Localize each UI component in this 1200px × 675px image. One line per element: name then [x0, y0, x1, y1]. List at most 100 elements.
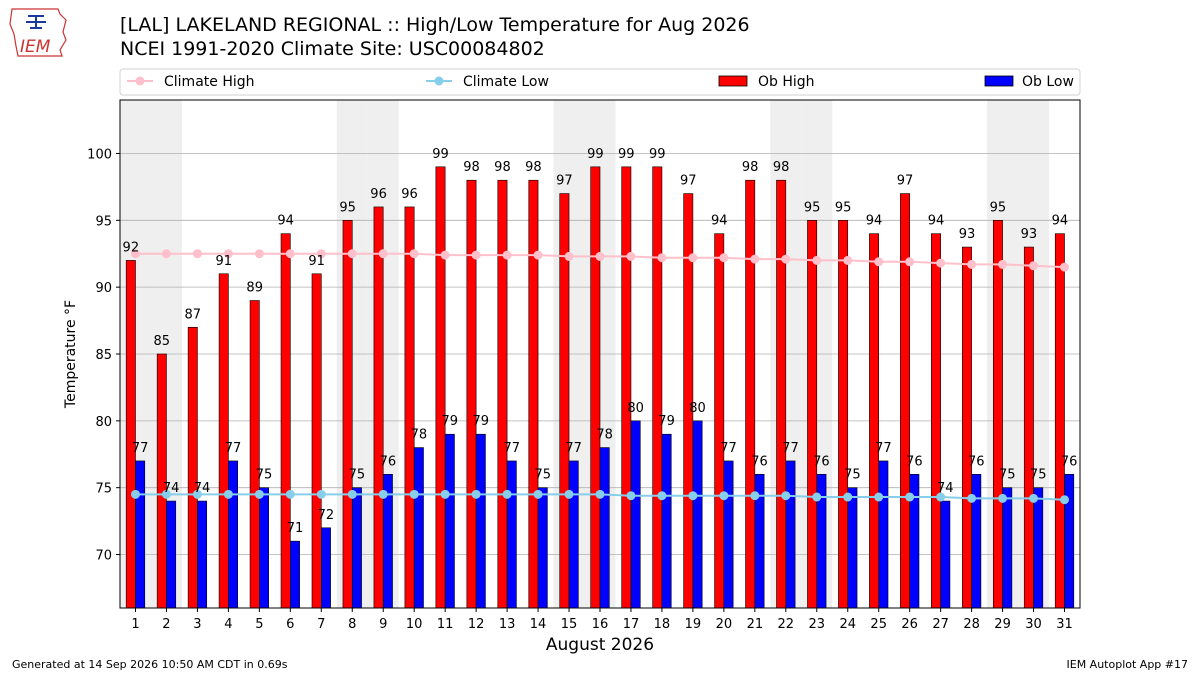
y-tick-label-95: 95	[95, 214, 112, 229]
x-tick-label-9: 9	[379, 617, 387, 632]
x-tick-label-4: 4	[224, 617, 232, 632]
legend-frame	[119, 68, 1081, 96]
ob-low-bar-day-29	[1002, 487, 1013, 609]
ob-high-bar-day-27	[931, 233, 941, 609]
ob-high-bar-day-12	[466, 179, 477, 609]
legend-swatch-ob-low	[984, 75, 1014, 87]
climate-high-point-day-16	[595, 251, 605, 261]
legend-item-climate-low: Climate Low	[426, 74, 549, 90]
y-tick-label-85: 85	[95, 348, 112, 363]
ob-low-bar-day-8	[351, 487, 362, 609]
climate-high-point-day-4	[223, 249, 233, 259]
ob-low-label-day-27: 74	[937, 481, 954, 496]
ob-low-label-day-28: 76	[968, 454, 985, 469]
climate-low-point-day-13	[502, 489, 512, 499]
ob-high-bar-day-22	[776, 179, 787, 609]
climate-high-point-day-7	[316, 249, 326, 259]
climate-high-point-day-1	[130, 249, 140, 259]
climate-low-point-day-12	[471, 489, 481, 499]
ob-high-bar-day-18	[652, 166, 663, 609]
ob-low-bar-day-31	[1064, 474, 1075, 609]
ob-high-label-day-11: 99	[432, 147, 449, 162]
ob-high-bar-day-5	[249, 300, 260, 609]
ob-low-bar-day-20	[723, 460, 734, 609]
ob-high-bar-day-29	[992, 220, 1003, 609]
ob-low-label-day-9: 76	[380, 454, 397, 469]
ob-low-bar-day-12	[475, 433, 486, 609]
climate-low-point-day-27	[936, 492, 946, 502]
ob-low-bar-day-11	[444, 433, 455, 609]
ob-high-label-day-18: 99	[649, 147, 666, 162]
ob-low-label-day-10: 78	[411, 428, 428, 443]
ob-low-label-day-7: 72	[318, 508, 335, 523]
climate-high-point-day-14	[533, 250, 543, 260]
climate-low-point-day-25	[874, 492, 884, 502]
app-id: IEM Autoplot App #17	[1067, 658, 1189, 671]
ob-high-label-day-24: 95	[835, 200, 852, 215]
ob-low-label-day-24: 75	[844, 468, 861, 483]
legend-item-ob-high: Ob High	[718, 74, 815, 90]
x-tick-label-19: 19	[685, 617, 702, 632]
bars	[125, 166, 1075, 609]
climate-high-point-day-8	[347, 249, 357, 259]
ob-high-bar-day-28	[962, 246, 972, 609]
climate-low-point-day-8	[347, 489, 357, 499]
ob-high-bar-day-26	[900, 193, 910, 609]
ob-low-label-day-25: 77	[875, 441, 892, 456]
climate-low-point-day-23	[812, 492, 822, 502]
climate-high-point-day-27	[936, 258, 946, 268]
ob-high-label-day-4: 91	[215, 254, 232, 269]
ob-high-bar-day-31	[1054, 233, 1065, 609]
ob-low-label-day-11: 79	[442, 414, 459, 429]
x-tick-label-8: 8	[348, 617, 356, 632]
ob-low-bar-day-16	[599, 447, 610, 609]
y-tick-label-90: 90	[95, 281, 112, 296]
climate-high-point-day-30	[1029, 261, 1039, 271]
ob-low-bar-day-1	[135, 460, 146, 609]
ob-high-label-day-7: 91	[308, 254, 325, 269]
ob-low-label-day-21: 76	[751, 454, 768, 469]
x-tick-label-15: 15	[561, 617, 578, 632]
x-tick-label-5: 5	[255, 617, 263, 632]
ob-high-label-day-20: 94	[711, 214, 728, 229]
climate-high-point-day-10	[409, 249, 419, 259]
ob-low-label-day-2: 74	[163, 481, 180, 496]
climate-low-point-day-15	[564, 489, 574, 499]
ob-low-label-day-13: 77	[503, 441, 520, 456]
ob-high-bar-day-7	[311, 273, 322, 609]
x-tick-label-3: 3	[193, 617, 201, 632]
ob-low-label-day-12: 79	[473, 414, 490, 429]
ob-high-label-day-25: 94	[866, 214, 883, 229]
climate-high-point-day-24	[843, 255, 853, 265]
x-tick-label-7: 7	[317, 617, 325, 632]
y-tick-label-100: 100	[87, 147, 112, 162]
logo-text: IEM	[20, 37, 51, 57]
ob-low-label-day-16: 78	[596, 428, 613, 443]
climate-low-point-day-17	[626, 491, 636, 501]
ob-low-label-day-3: 74	[194, 481, 211, 496]
climate-lines	[130, 249, 1070, 505]
ob-low-label-day-6: 71	[287, 521, 304, 536]
legend: Climate High Climate Low Ob High Ob Low	[119, 68, 1081, 96]
ob-high-label-day-22: 98	[773, 160, 790, 175]
y-axis-label: Temperature °F	[63, 300, 79, 409]
ob-high-label-day-1: 92	[123, 240, 140, 255]
ob-high-label-day-14: 98	[525, 160, 542, 175]
climate-high-point-day-29	[998, 259, 1008, 269]
climate-low-point-day-18	[657, 491, 667, 501]
ob-low-label-day-19: 80	[689, 401, 706, 416]
x-tick-label-29: 29	[994, 617, 1011, 632]
ob-high-label-day-5: 89	[246, 281, 263, 296]
ob-high-label-day-2: 85	[154, 334, 171, 349]
x-tick-label-31: 31	[1056, 617, 1073, 632]
climate-high-point-day-25	[874, 257, 884, 267]
legend-marker-climate-low	[434, 76, 444, 86]
climate-high-point-day-20	[719, 253, 729, 263]
climate-high-point-day-15	[564, 251, 574, 261]
ob-low-bar-day-17	[630, 420, 641, 609]
climate-low-point-day-10	[409, 489, 419, 499]
y-tick-label-70: 70	[95, 549, 112, 564]
ob-high-label-day-27: 94	[928, 214, 945, 229]
ob-high-label-day-28: 93	[959, 227, 976, 242]
ob-low-bar-day-19	[692, 420, 703, 609]
